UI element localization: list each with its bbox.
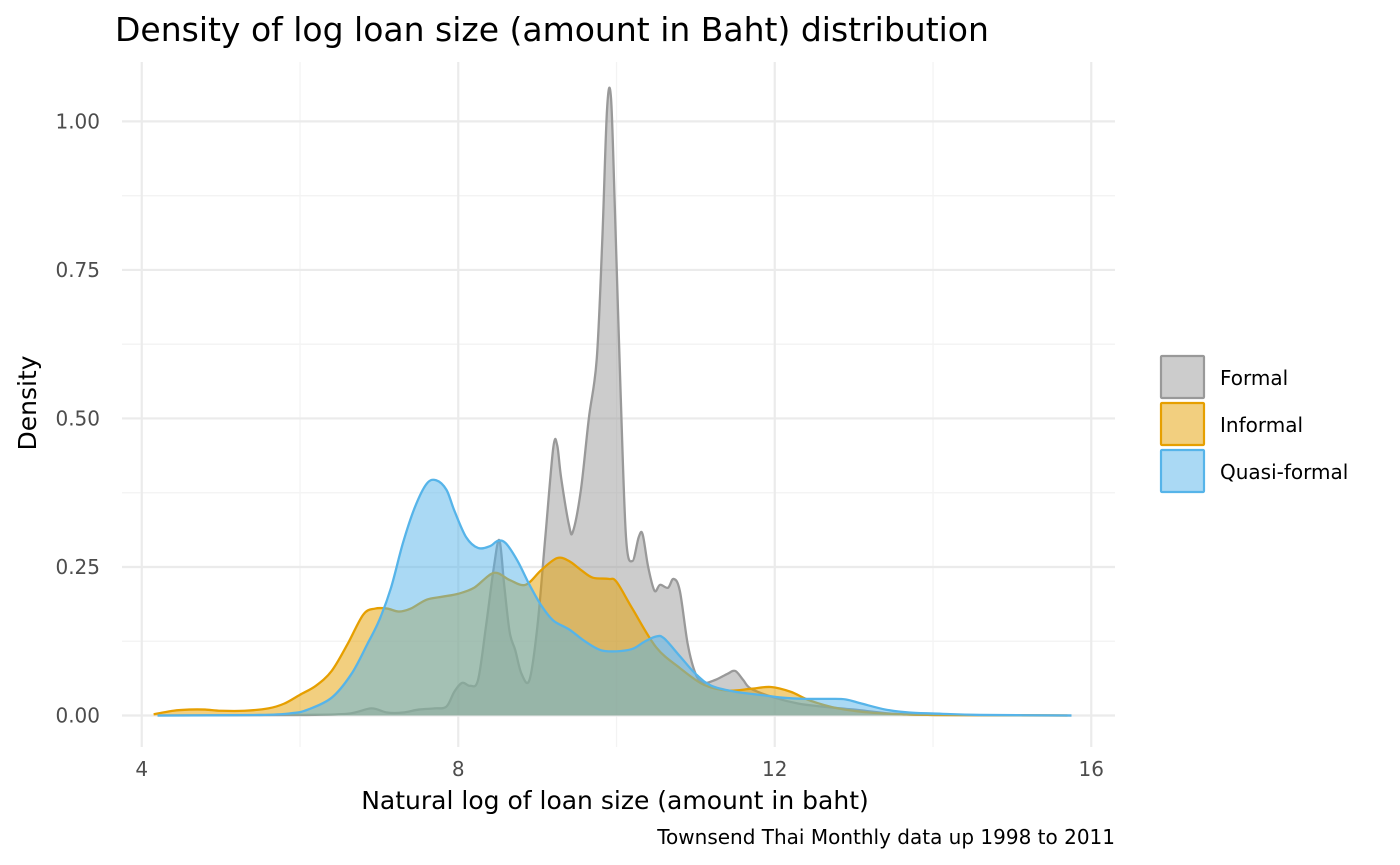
y-tick-label: 0.25 xyxy=(55,555,100,579)
legend-key-quasi-formal xyxy=(1159,448,1206,494)
density-area-quasi-formal xyxy=(157,479,1072,716)
x-tick-label: 8 xyxy=(452,757,465,781)
y-tick-label: 1.00 xyxy=(55,109,100,133)
y-tick-label: 0.50 xyxy=(55,406,100,430)
y-axis-ticks: 0.00 0.25 0.50 0.75 1.00 xyxy=(55,109,100,727)
legend-label-formal: Formal xyxy=(1220,366,1288,390)
legend: Formal Informal Quasi-formal xyxy=(1159,354,1348,494)
x-tick-label: 16 xyxy=(1079,757,1104,781)
x-axis-ticks: 4 8 12 16 xyxy=(135,757,1104,781)
y-tick-label: 0.00 xyxy=(55,704,100,728)
y-tick-label: 0.75 xyxy=(55,258,100,282)
x-tick-label: 12 xyxy=(762,757,787,781)
series-layer xyxy=(153,86,1072,717)
chart-title: Density of log loan size (amount in Baht… xyxy=(115,10,989,49)
legend-key-formal xyxy=(1159,354,1206,400)
y-axis-title: Density xyxy=(13,355,42,450)
legend-key-informal xyxy=(1159,401,1206,447)
x-tick-label: 4 xyxy=(135,757,148,781)
chart-caption: Townsend Thai Monthly data up 1998 to 20… xyxy=(656,825,1115,849)
x-axis-title: Natural log of loan size (amount in baht… xyxy=(361,786,869,815)
density-area-formal xyxy=(157,87,1072,716)
density-line-quasi-formal xyxy=(157,478,1072,717)
legend-label-informal: Informal xyxy=(1220,413,1303,437)
legend-label-quasi-formal: Quasi-formal xyxy=(1220,460,1348,484)
